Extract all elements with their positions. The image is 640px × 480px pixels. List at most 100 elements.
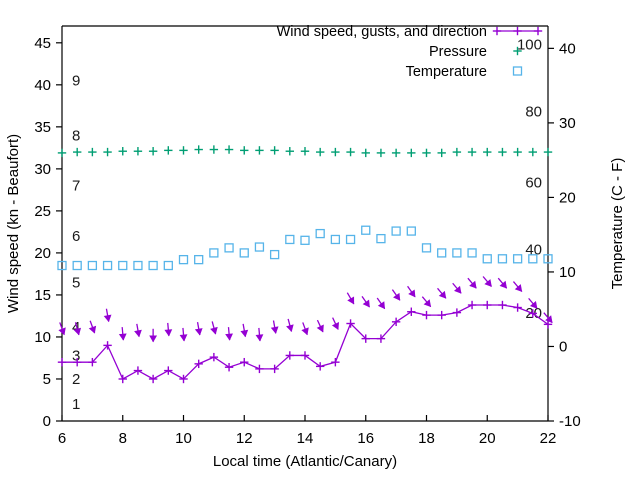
wind-direction-barb	[376, 297, 386, 310]
y-tick-label-10: 10	[34, 329, 51, 346]
legend-marker-mid-0	[513, 26, 522, 36]
fahrenheit-label-60: 60	[525, 175, 542, 192]
beaufort-label-1: 1	[72, 396, 80, 413]
pressure-point	[179, 146, 188, 155]
legend-label-1: Pressure	[429, 44, 487, 60]
beaufort-label-7: 7	[72, 178, 80, 195]
wind-speed-point	[194, 359, 203, 369]
wind-speed-point	[300, 351, 310, 360]
wind-speed-point	[88, 357, 97, 367]
wind-direction-barb	[316, 319, 324, 333]
temperature-point	[254, 242, 265, 252]
wind-speed-point	[315, 362, 325, 371]
x-tick-label-12: 12	[236, 430, 253, 447]
temperature-point	[194, 254, 204, 265]
wind-speed-point	[331, 357, 340, 367]
pressure-point	[285, 147, 295, 156]
x-tick-label-20: 20	[479, 430, 496, 447]
y-axis-title: Wind speed (kn - Beaufort)	[5, 134, 22, 313]
y-tick-label-5: 5	[43, 371, 51, 388]
temperature-point	[148, 260, 158, 271]
y-tick-label-0: 0	[43, 413, 51, 430]
wind-direction-barb	[88, 320, 97, 334]
pressure-point	[376, 148, 386, 158]
wind-speed-point	[148, 374, 158, 384]
x-tick-label-6: 6	[58, 430, 66, 447]
wind-speed-point	[57, 357, 67, 367]
wind-direction-barb	[118, 327, 127, 341]
legend-marker-end-0	[533, 26, 543, 36]
wind-direction-barb	[255, 327, 264, 342]
wind-speed-point	[407, 307, 416, 316]
wind-speed-point	[285, 351, 295, 360]
wind-direction-barb	[73, 322, 82, 336]
pressure-point	[361, 148, 370, 158]
x-tick-label-16: 16	[357, 430, 374, 447]
y2-tick-label-0: 0	[559, 338, 567, 355]
wind-speed-point	[164, 366, 173, 375]
y-tick-label-25: 25	[34, 203, 51, 220]
temperature-point	[87, 260, 98, 271]
temperature-point	[133, 260, 143, 271]
x-tick-label-10: 10	[175, 430, 192, 447]
wind-direction-barb	[407, 285, 416, 298]
beaufort-label-4: 4	[72, 319, 80, 336]
pressure-point	[498, 147, 507, 157]
y-tick-label-40: 40	[34, 77, 51, 94]
x-axis-title: Local time (Atlantic/Canary)	[213, 453, 397, 470]
temperature-point	[452, 248, 462, 258]
wind-direction-barb	[421, 296, 432, 308]
pressure-point	[422, 148, 431, 158]
wind-direction-barb	[270, 320, 279, 334]
beaufort-label-9: 9	[72, 73, 80, 90]
wind-direction-barb	[225, 327, 233, 341]
pressure-point	[118, 147, 127, 156]
temperature-point	[437, 248, 447, 258]
temperature-point	[57, 260, 67, 271]
pressure-point	[57, 148, 67, 158]
wind-speed-point	[118, 374, 127, 384]
wind-direction-barb	[437, 287, 447, 299]
beaufort-label-8: 8	[72, 127, 80, 144]
pressure-point	[255, 146, 264, 155]
temperature-point	[178, 254, 189, 265]
wind-speed-point	[528, 309, 538, 318]
fahrenheit-label-40: 40	[525, 242, 542, 259]
wind-speed-line	[62, 304, 549, 380]
wind-direction-barb	[331, 317, 340, 330]
beaufort-label-6: 6	[72, 228, 80, 245]
temperature-point	[361, 225, 371, 235]
temperature-point	[118, 260, 128, 271]
wind-direction-barb	[149, 328, 158, 343]
wind-direction-barb	[467, 277, 477, 289]
wind-speed-point	[346, 319, 355, 328]
pressure-point	[391, 148, 401, 158]
wind-direction-barb	[286, 318, 294, 333]
pressure-point	[88, 147, 97, 157]
pressure-point	[72, 147, 82, 157]
wind-speed-point	[255, 364, 264, 374]
pressure-point	[164, 146, 173, 155]
x-tick-label-8: 8	[119, 430, 127, 447]
temperature-point	[239, 248, 249, 258]
wind-direction-barb	[301, 322, 309, 336]
y2-tick-label-30: 30	[559, 115, 576, 132]
y-tick-label-15: 15	[34, 287, 51, 304]
beaufort-label-5: 5	[72, 274, 80, 291]
pressure-point	[528, 147, 538, 157]
y-tick-label-30: 30	[34, 161, 51, 178]
pressure-point	[148, 147, 158, 156]
legend-label-0: Wind speed, gusts, and direction	[277, 24, 487, 40]
pressure-point	[240, 146, 249, 155]
wind-speed-point	[513, 303, 522, 312]
temperature-point	[209, 248, 219, 258]
legend-marker-0	[492, 26, 502, 36]
temperature-point	[345, 234, 356, 245]
temperature-point	[315, 228, 325, 239]
pressure-point	[452, 147, 462, 157]
x-tick-label-18: 18	[418, 430, 435, 447]
wind-direction-barb	[482, 276, 492, 287]
legend-marker-2	[512, 66, 523, 76]
